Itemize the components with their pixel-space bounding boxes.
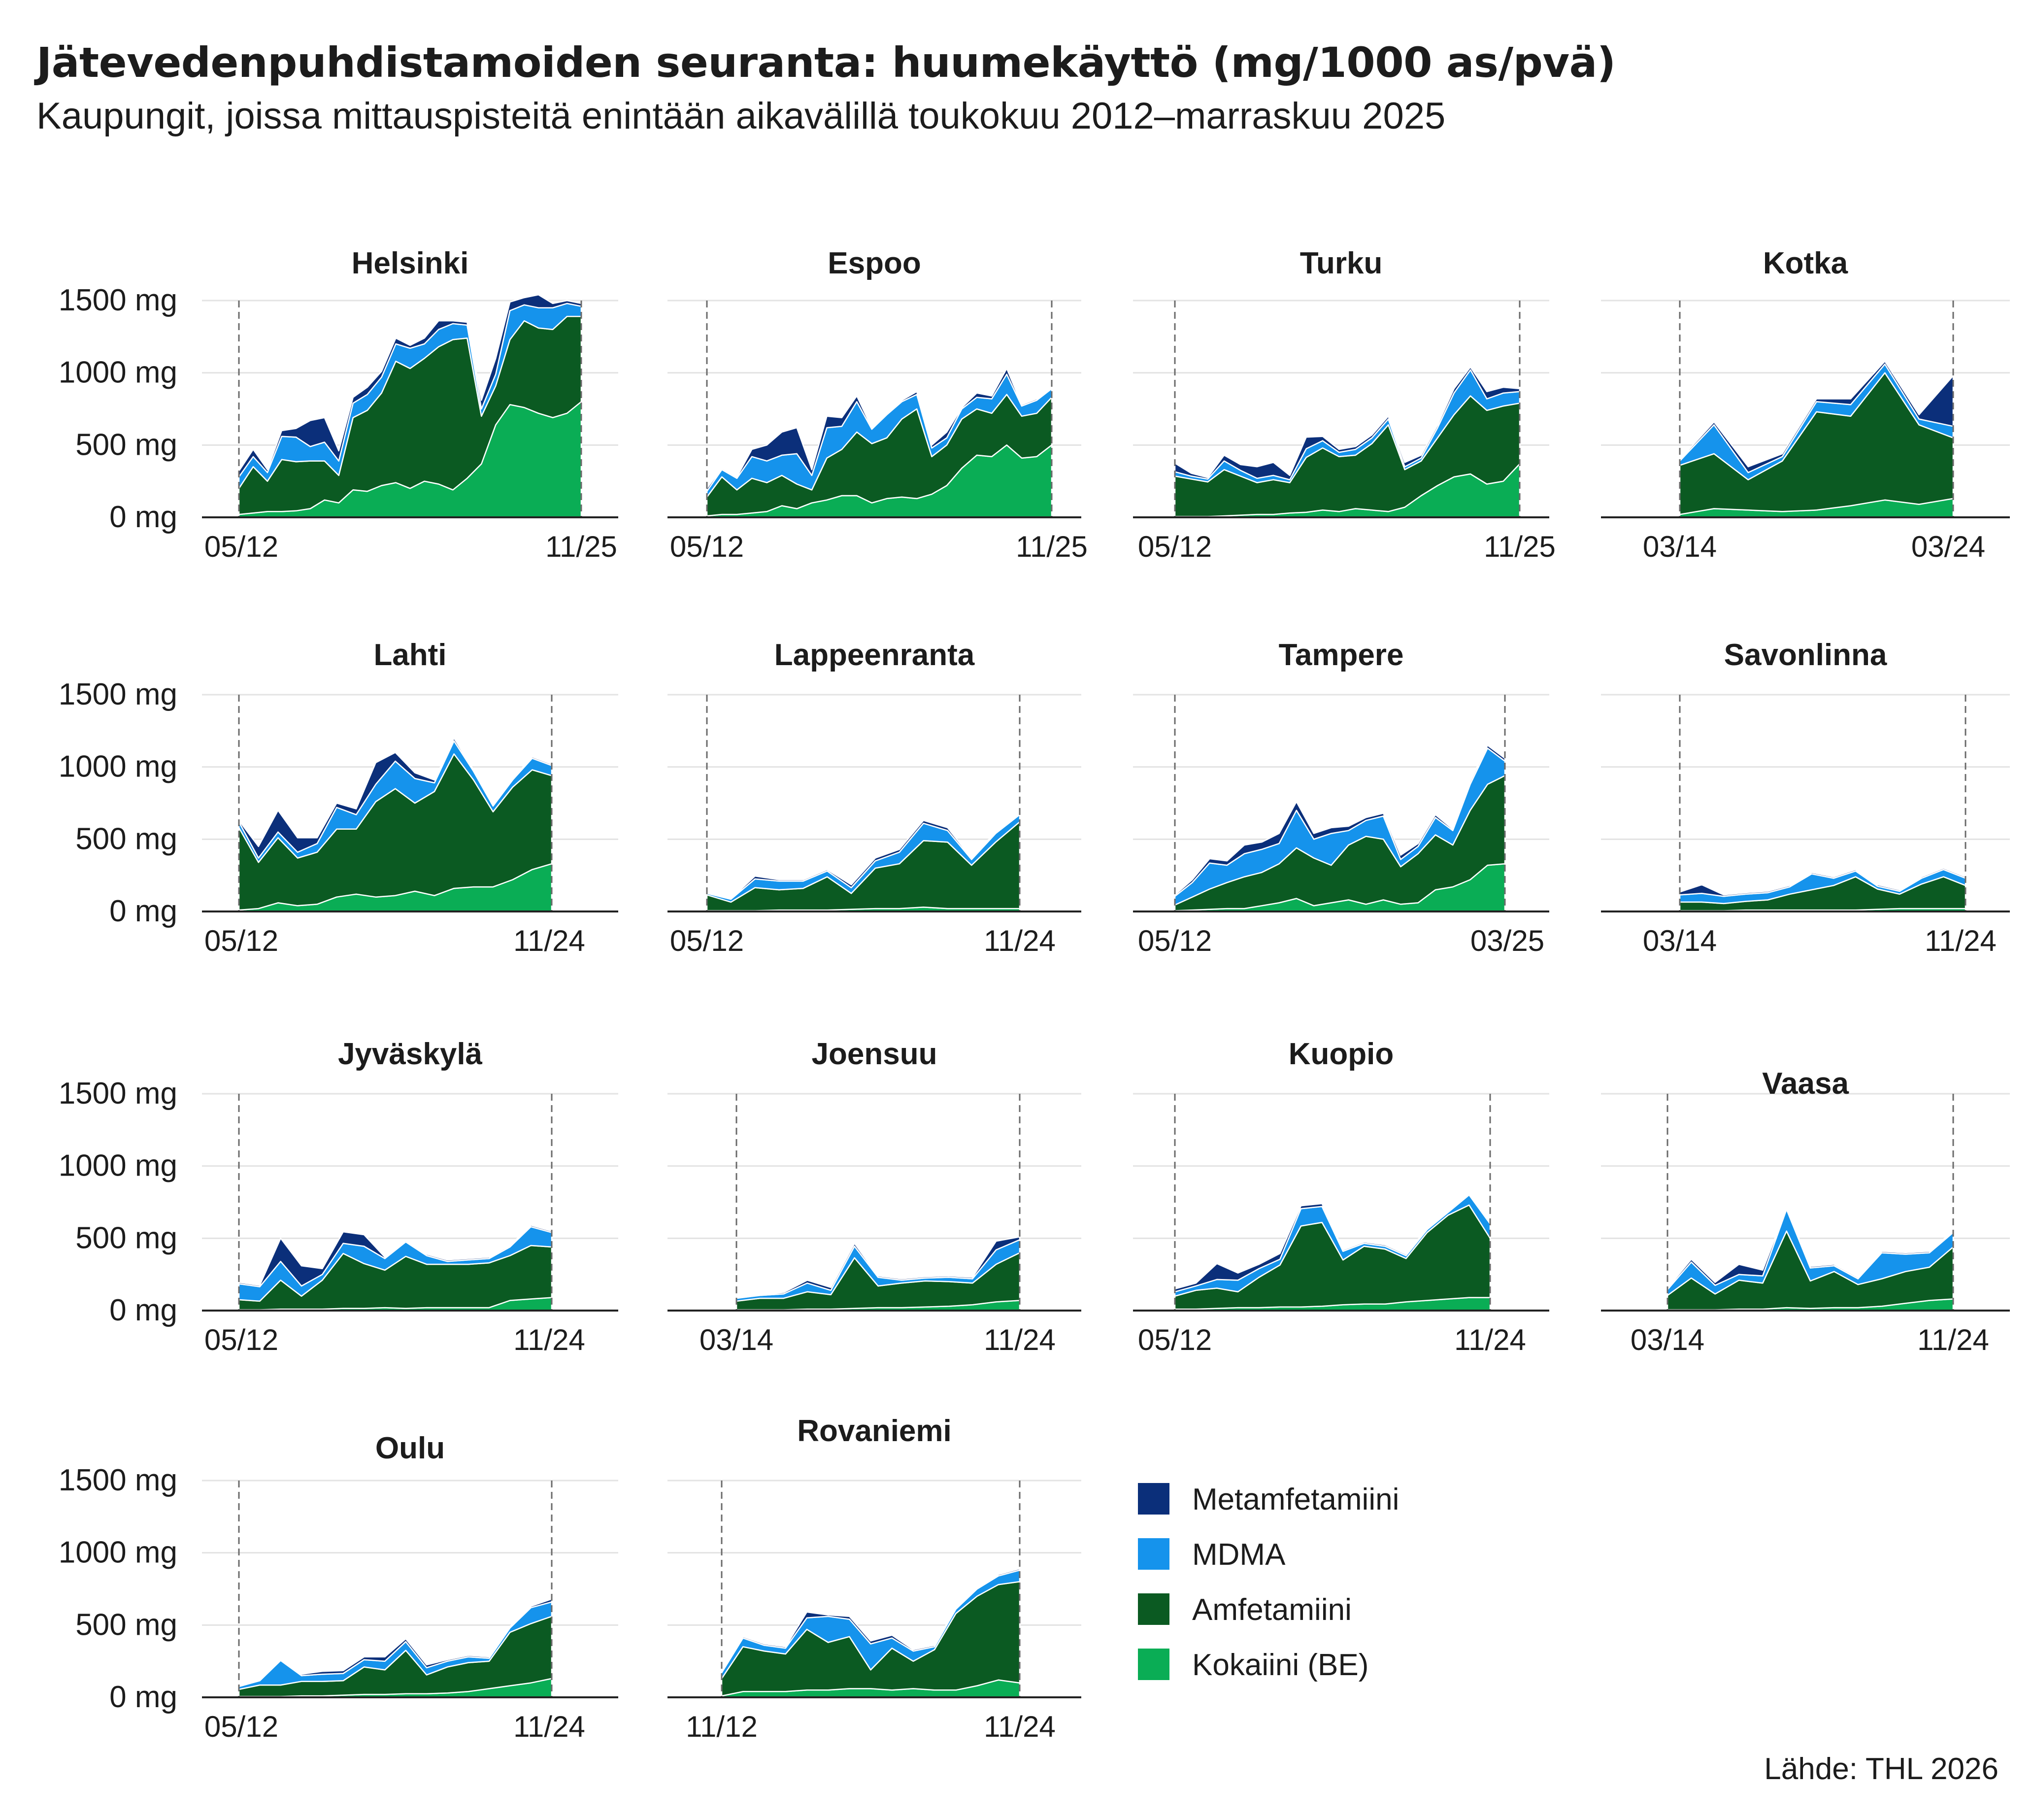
- y-tick-label: 0 mg: [109, 1293, 177, 1327]
- area-metamfetamiini: [735, 1236, 1021, 1299]
- source-note: Lähde: THL 2026: [1764, 1752, 1999, 1786]
- legend-label: Kokaiini (BE): [1192, 1648, 1369, 1682]
- x-tick-label: 05/12: [1138, 1323, 1212, 1356]
- panel-kotka: 03/14 03/24 Kotka: [1601, 246, 2010, 563]
- area-amfetamiini: [706, 821, 1021, 911]
- area-metamfetamiini: [706, 368, 1053, 492]
- chart-subtitle: Kaupungit, joissa mittauspisteitä enintä…: [36, 95, 1446, 137]
- panel-title: Vaasa: [1762, 1067, 1849, 1101]
- y-tick-label: 500 mg: [75, 1608, 177, 1642]
- y-tick-label: 1000 mg: [59, 750, 177, 784]
- x-tick-label: 05/12: [1138, 530, 1212, 563]
- x-tick-label: 11/25: [545, 530, 617, 563]
- y-tick-label: 0 mg: [109, 894, 177, 928]
- x-tick-label: 05/12: [204, 530, 278, 563]
- y-tick-label: 0 mg: [109, 500, 177, 534]
- y-tick-label: 500 mg: [75, 1221, 177, 1255]
- panel-oulu: 0 mg 500 mg 1000 mg 1500 mg 05/12 11/24 Oulu: [59, 1431, 618, 1743]
- panel-helsinki: 0 mg 500 mg 1000 mg 1500 mg 05/12 11/25 Helsin…: [59, 246, 618, 563]
- panel-title: Espoo: [828, 246, 921, 280]
- x-tick-label: 03/24: [1911, 530, 1985, 563]
- y-tick-label: 1500 mg: [59, 1463, 177, 1497]
- x-tick-label: 03/14: [1643, 924, 1717, 957]
- y-tick-label: 500 mg: [75, 822, 177, 856]
- area-metamfetamiini: [1174, 744, 1506, 897]
- legend-swatch-metamfetamiini: [1138, 1483, 1169, 1515]
- x-tick-label: 05/12: [1138, 924, 1212, 957]
- x-tick-label: 11/24: [984, 1323, 1056, 1356]
- x-tick-label: 05/12: [204, 924, 278, 957]
- x-tick-label: 11/24: [513, 1323, 585, 1356]
- y-tick-label: 1500 mg: [59, 677, 177, 711]
- x-tick-label: 11/24: [984, 1710, 1056, 1743]
- area-metamfetamiini: [238, 1598, 553, 1687]
- y-tick-label: 1500 mg: [59, 1077, 177, 1111]
- x-tick-label: 11/25: [1016, 530, 1088, 563]
- panel-tampere: 05/12 03/25 Tampere: [1133, 638, 1549, 957]
- x-tick-label: 11/24: [513, 1710, 585, 1743]
- panel-jyv-skyl: 0 mg 500 mg 1000 mg 1500 mg 05/12 11/24 Jyväsk…: [59, 1037, 618, 1356]
- legend-swatch-kokaiini: [1138, 1649, 1169, 1680]
- panel-lappeenranta: 05/12 11/24 Lappeenranta: [667, 638, 1081, 957]
- panel-title: Oulu: [375, 1431, 445, 1465]
- panel-vaasa: 03/14 11/24 Vaasa: [1601, 1067, 2010, 1356]
- panel-title: Rovaniemi: [797, 1414, 952, 1448]
- x-tick-label: 11/24: [1925, 924, 1997, 957]
- area-amfetamiini: [1174, 1204, 1491, 1310]
- x-tick-label: 03/14: [1643, 530, 1717, 563]
- y-tick-label: 500 mg: [75, 428, 177, 462]
- area-amfetamiini: [721, 1581, 1021, 1697]
- x-tick-label: 03/14: [700, 1323, 773, 1356]
- x-tick-label: 05/12: [204, 1710, 278, 1743]
- legend-label: Amfetamiini: [1192, 1593, 1352, 1627]
- panel-title: Helsinki: [352, 246, 469, 280]
- panel-savonlinna: 03/14 11/24 Savonlinna: [1601, 638, 2010, 957]
- panel-turku: 05/12 11/25 Turku: [1133, 246, 1556, 563]
- x-tick-label: 11/24: [1454, 1323, 1526, 1356]
- y-tick-label: 1500 mg: [59, 283, 177, 317]
- x-tick-label: 11/12: [686, 1710, 758, 1743]
- x-tick-label: 11/24: [984, 924, 1056, 957]
- chart-title: Jätevedenpuhdistamoiden seuranta: huumek…: [36, 38, 1616, 87]
- x-tick-label: 05/12: [204, 1323, 278, 1356]
- panel-rovaniemi: 11/12 11/24 Rovaniemi: [667, 1414, 1081, 1743]
- panel-espoo: 05/12 11/25 Espoo: [667, 246, 1088, 563]
- panel-title: Joensuu: [812, 1037, 937, 1071]
- panel-title: Lahti: [373, 638, 446, 672]
- panel-title: Kotka: [1763, 246, 1848, 280]
- panel-title: Tampere: [1279, 638, 1404, 672]
- x-tick-label: 11/24: [513, 924, 585, 957]
- y-tick-label: 1000 mg: [59, 1536, 177, 1570]
- panel-lahti: 0 mg 500 mg 1000 mg 1500 mg 05/12 11/24 Lahti: [59, 638, 618, 957]
- x-tick-label: 11/25: [1484, 530, 1556, 563]
- panel-title: Jyväskylä: [338, 1037, 483, 1071]
- x-tick-label: 11/24: [1917, 1323, 1989, 1356]
- panel-title: Savonlinna: [1724, 638, 1887, 672]
- panel-title: Turku: [1300, 246, 1383, 280]
- panel-joensuu: 03/14 11/24 Joensuu: [667, 1037, 1081, 1356]
- legend-swatch-mdma: [1138, 1538, 1169, 1570]
- panel-kuopio: 05/12 11/24 Kuopio: [1133, 1037, 1549, 1356]
- legend-label: Metamfetamiini: [1192, 1483, 1400, 1517]
- x-tick-label: 05/12: [670, 924, 744, 957]
- x-tick-label: 03/14: [1631, 1323, 1704, 1356]
- y-tick-label: 0 mg: [109, 1680, 177, 1714]
- legend-swatch-amfetamiini: [1138, 1593, 1169, 1625]
- x-tick-label: 03/25: [1470, 924, 1544, 957]
- panel-title: Lappeenranta: [774, 638, 975, 672]
- y-tick-label: 1000 mg: [59, 1149, 177, 1183]
- y-tick-label: 1000 mg: [59, 356, 177, 390]
- panel-title: Kuopio: [1289, 1037, 1394, 1071]
- legend-label: MDMA: [1192, 1538, 1286, 1572]
- x-tick-label: 05/12: [670, 530, 744, 563]
- area-metamfetamiini: [721, 1568, 1021, 1674]
